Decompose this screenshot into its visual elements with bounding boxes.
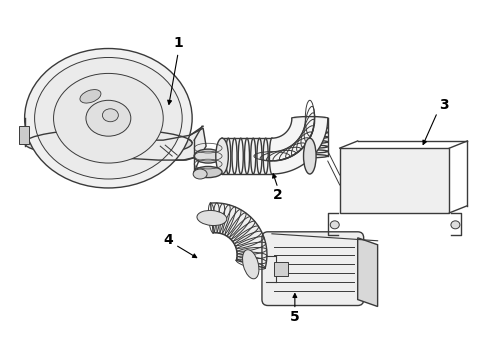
Bar: [274, 262, 288, 276]
Ellipse shape: [292, 154, 328, 158]
Ellipse shape: [35, 58, 182, 179]
Text: 4: 4: [163, 233, 173, 247]
Polygon shape: [272, 118, 328, 174]
Ellipse shape: [292, 131, 328, 134]
Ellipse shape: [197, 211, 227, 226]
Ellipse shape: [292, 121, 328, 125]
Ellipse shape: [292, 117, 328, 120]
Ellipse shape: [243, 250, 259, 279]
Ellipse shape: [330, 221, 339, 229]
Ellipse shape: [292, 140, 328, 144]
Ellipse shape: [263, 138, 268, 174]
Ellipse shape: [216, 138, 228, 174]
Ellipse shape: [245, 138, 249, 174]
Ellipse shape: [102, 109, 119, 122]
Bar: [19, 126, 28, 144]
Ellipse shape: [80, 90, 101, 103]
Ellipse shape: [251, 138, 256, 174]
Ellipse shape: [194, 149, 222, 163]
Ellipse shape: [257, 138, 262, 174]
Ellipse shape: [194, 166, 222, 177]
Ellipse shape: [220, 138, 224, 174]
Ellipse shape: [292, 126, 328, 129]
Polygon shape: [211, 203, 267, 268]
Ellipse shape: [24, 129, 192, 157]
Ellipse shape: [193, 169, 207, 179]
Ellipse shape: [226, 138, 231, 174]
Polygon shape: [358, 238, 378, 306]
Text: 1: 1: [173, 36, 183, 50]
Ellipse shape: [53, 73, 163, 163]
Polygon shape: [128, 128, 206, 160]
Ellipse shape: [451, 221, 460, 229]
FancyBboxPatch shape: [222, 138, 272, 174]
Ellipse shape: [292, 135, 328, 139]
Ellipse shape: [292, 145, 328, 148]
Ellipse shape: [232, 138, 237, 174]
Ellipse shape: [303, 138, 316, 174]
Text: 2: 2: [273, 188, 283, 202]
Text: 5: 5: [290, 310, 300, 324]
Ellipse shape: [238, 138, 243, 174]
Ellipse shape: [292, 150, 328, 153]
Ellipse shape: [86, 100, 131, 136]
FancyBboxPatch shape: [292, 118, 328, 156]
FancyBboxPatch shape: [262, 232, 364, 306]
Ellipse shape: [270, 138, 274, 174]
Text: 3: 3: [440, 98, 449, 112]
Ellipse shape: [24, 49, 192, 188]
Bar: [340, 148, 449, 213]
